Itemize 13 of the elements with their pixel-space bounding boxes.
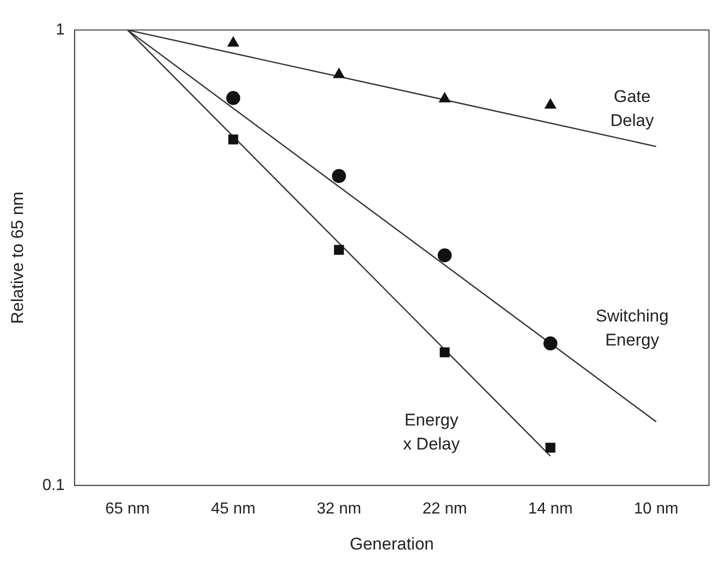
x-tick-label: 22 nm xyxy=(422,500,467,518)
y-tick-label: 1 xyxy=(56,21,65,38)
x-tick-label: 10 nm xyxy=(634,500,678,518)
series-label: Gate Delay xyxy=(610,87,654,130)
y-axis-title: Relative to 65 nm xyxy=(8,192,27,324)
x-tick-label: 65 nm xyxy=(105,500,150,518)
x-tick-label: 32 nm xyxy=(316,500,362,518)
series-label: Energy x Delay xyxy=(403,410,460,454)
x-axis-title: Generation xyxy=(350,534,434,554)
x-tick-label: 45 nm xyxy=(210,500,256,518)
y-tick-label: 0.1 xyxy=(42,476,65,494)
series-label: Switching Energy xyxy=(596,306,669,350)
x-tick-label: 14 nm xyxy=(528,500,573,518)
